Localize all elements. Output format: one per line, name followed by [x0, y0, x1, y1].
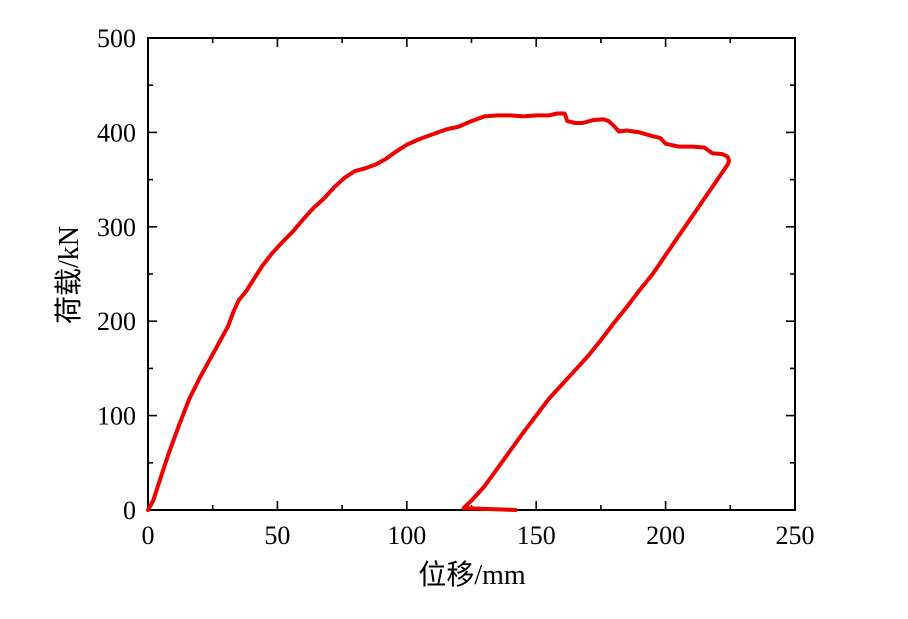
x-tick-label: 0 — [142, 521, 155, 550]
load-displacement-curve — [146, 111, 731, 512]
series-layer — [146, 111, 731, 512]
y-tick-label: 200 — [97, 307, 136, 336]
plot-frame — [147, 37, 796, 511]
x-axis-title: 位移/mm — [418, 559, 526, 591]
y-tick-label: 100 — [97, 402, 136, 431]
y-tick-label: 500 — [97, 24, 136, 53]
y-axis-title: 荷载/kN — [53, 226, 85, 324]
tick-labels: 0 50 100 150 200 250 0 100 200 300 400 500 — [97, 24, 815, 550]
tick-marks — [147, 37, 796, 511]
y-tick-label: 300 — [97, 213, 136, 242]
x-tick-label: 250 — [776, 521, 815, 550]
y-tick-label: 0 — [123, 496, 136, 525]
x-tick-label: 100 — [387, 521, 426, 550]
y-tick-label: 400 — [97, 118, 136, 147]
x-tick-label: 150 — [517, 521, 556, 550]
x-tick-label: 200 — [646, 521, 685, 550]
x-tick-label: 50 — [264, 521, 290, 550]
